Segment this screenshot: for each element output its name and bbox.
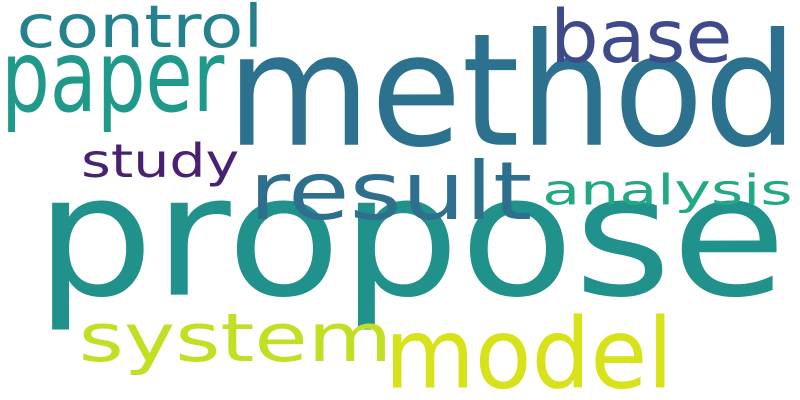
word-result: result	[248, 144, 533, 239]
word-system: system	[78, 298, 393, 377]
word-study: study	[81, 133, 240, 189]
word-control: control	[16, 0, 264, 62]
word-paper: paper	[1, 18, 225, 135]
word-analysis: analysis	[542, 165, 793, 215]
word-base: base	[550, 0, 733, 80]
word-model: model	[384, 296, 674, 400]
word-propose: propose	[35, 138, 787, 335]
word-method: method	[226, 0, 798, 183]
